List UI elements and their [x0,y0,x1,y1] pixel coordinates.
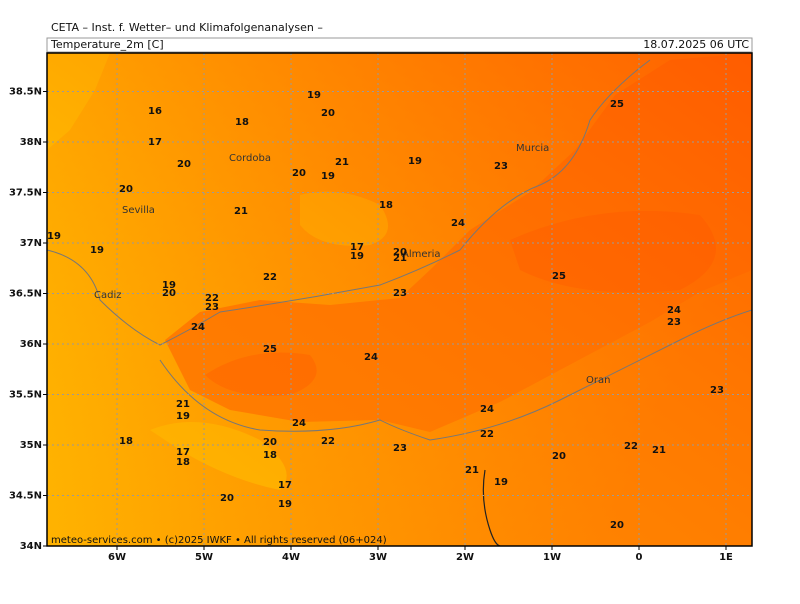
city-label: Cordoba [229,153,271,164]
lat-tick-label: 38.5N [9,87,42,98]
contour-label: 19 [321,171,335,182]
contour-label: 21 [465,465,479,476]
contour-label: 22 [263,272,277,283]
header-title: CETA – Inst. f. Wetter– und Klimafolgena… [51,21,323,34]
lat-tick-label: 34.5N [9,491,42,502]
contour-label: 19 [494,477,508,488]
contour-label: 23 [393,443,407,454]
contour-label: 24 [667,305,681,316]
contour-label: 25 [263,344,277,355]
contour-labels: Cordoba Murcia Sevilla Almeria Cadiz Oran 16 18… [47,90,724,531]
contour-label: 16 [148,106,162,117]
contour-label: 24 [191,322,205,333]
contour-label: 17 [176,447,190,458]
contour-label: 19 [176,411,190,422]
contour-label: 19 [278,499,292,510]
contour-label: 24 [451,218,465,229]
coastline [47,59,651,346]
contour-label: 23 [667,317,681,328]
contour-label: 17 [350,242,364,253]
valid-time: 18.07.2025 06 UTC [643,38,749,51]
lat-tick-label: 34N [20,541,42,552]
contour-label: 21 [652,445,666,456]
contour-label: 17 [278,480,292,491]
lat-tick-label: 36.5N [9,289,42,300]
lat-tick-label: 35.5N [9,390,42,401]
contour-label: 23 [205,302,219,313]
lat-tick-label: 35N [20,440,42,451]
lat-tick-label: 37.5N [9,188,42,199]
border [482,469,501,546]
contour-label: 20 [610,520,624,531]
contour-label: 20 [177,159,191,170]
lat-tick-label: 37N [20,238,42,249]
contour-label: 25 [610,99,624,110]
contour-label: 20 [162,288,176,299]
contour-label: 20 [552,451,566,462]
city-label: Cadiz [94,290,122,301]
contour-label: 22 [321,436,335,447]
contour-label: 19 [408,156,422,167]
lon-tick-label: 3W [369,552,387,563]
lon-tick-label: 0 [636,552,643,563]
contour-label: 18 [263,450,277,461]
contour-label: 20 [119,184,133,195]
map-frame [46,52,753,547]
contour-label: 18 [119,436,133,447]
contour-label: 19 [162,280,176,291]
contour-label: 20 [263,437,277,448]
contour-label: 19 [47,231,61,242]
contour-label: 20 [292,168,306,179]
grid [47,53,752,546]
contour-label: 22 [624,441,638,452]
coastline [159,309,752,441]
contour-label: 20 [393,247,407,258]
map-area: Cordoba Murcia Sevilla Almeria Cadiz Oran 16 18… [47,53,752,546]
heat-gradient [47,53,752,546]
contour-label: 18 [176,457,190,468]
contour-label: 23 [393,288,407,299]
contour-label: 24 [364,352,378,363]
city-label: Oran [586,375,610,386]
lon-tick-label: 5W [195,552,213,563]
contour-label: 23 [710,385,724,396]
lon-tick-label: 4W [282,552,300,563]
city-label: Murcia [516,143,549,154]
contour-label: 18 [379,200,393,211]
lat-tick-label: 36N [20,339,42,350]
lon-tick-label: 1W [543,552,561,563]
footer: meteo-services.com • (c)2025 IWKF • All … [51,535,387,546]
city-label: Sevilla [122,205,155,216]
variable-label: Temperature_2m [C] [50,38,164,51]
axis-ticks: 6W 5W 4W 3W 2W 1W 0 1E 38.5N 38N 37.5N 37N 36.5N 36N 3… [9,87,733,564]
contour-label: 21 [234,206,248,217]
contour-label: 25 [552,271,566,282]
header-box [46,37,753,53]
contour-label: 21 [335,157,349,168]
contour-label: 19 [350,251,364,262]
contour-label: 20 [220,493,234,504]
contour-label: 22 [480,429,494,440]
contour-label: 22 [205,293,219,304]
contour-label: 23 [494,161,508,172]
contour-label: 17 [148,137,162,148]
lon-tick-label: 1E [719,552,733,563]
contour-label: 21 [393,253,407,264]
lon-tick-label: 2W [456,552,474,563]
contour-label: 21 [176,399,190,410]
city-label: Almeria [402,249,441,260]
lat-tick-label: 38N [20,137,42,148]
contour-label: 24 [292,418,306,429]
contour-label: 19 [90,245,104,256]
contour-label: 18 [235,117,249,128]
contour-label: 20 [321,108,335,119]
contour-label: 24 [480,404,494,415]
contour-label: 19 [307,90,321,101]
lon-tick-label: 6W [108,552,126,563]
